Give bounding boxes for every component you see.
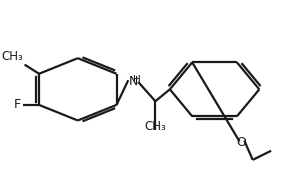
Text: CH₃: CH₃ — [1, 50, 23, 63]
Text: N: N — [128, 75, 138, 88]
Text: CH₃: CH₃ — [145, 120, 166, 133]
Text: F: F — [13, 98, 21, 111]
Text: O: O — [237, 136, 247, 149]
Text: H: H — [133, 75, 141, 85]
